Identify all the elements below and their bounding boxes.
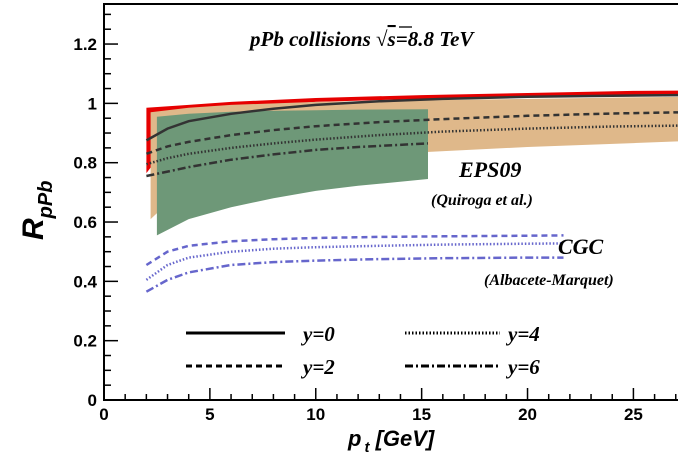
series-line-6 [145, 256, 564, 293]
y-axis: 0 0.2 0.4 0.6 0.8 1 1.2 [73, 13, 118, 410]
x-tick-label: 20 [518, 405, 537, 424]
y-tick-label: 0.2 [73, 332, 97, 351]
y-tick-label: 1.2 [73, 35, 97, 54]
y-tick-label: 0.4 [73, 272, 97, 291]
x-tick-label: 10 [306, 405, 325, 424]
legend-label-y6: y=6 [505, 355, 540, 379]
y-tick-label: 0.8 [73, 154, 97, 173]
legend: y=0 y=2 y=4 y=6 [186, 322, 540, 379]
series-line-2 [146, 124, 678, 166]
y-axis-title: RpPb [17, 181, 57, 240]
series-line-5 [145, 242, 564, 281]
annotation-eps09: EPS09 [458, 157, 521, 182]
legend-label-y0: y=0 [300, 322, 335, 346]
band-2 [156, 109, 428, 236]
annotation-cgc-ref: (Albacete-Marquet) [484, 272, 614, 289]
x-tick-label: 25 [624, 405, 643, 424]
series-line-4 [145, 234, 564, 267]
bands-layer [146, 90, 678, 236]
legend-label-y4: y=4 [505, 322, 540, 346]
x-tick-label: 0 [99, 405, 108, 424]
y-tick-label: 0 [88, 391, 97, 410]
x-tick-label: 5 [205, 405, 214, 424]
y-tick-label: 0.6 [73, 213, 97, 232]
annotation-cgc: CGC [558, 234, 604, 259]
plot-frame [103, 3, 678, 401]
x-axis: 0 5 10 15 20 25 [99, 388, 677, 424]
x-tick-label: 15 [412, 405, 431, 424]
series-line-3 [146, 142, 429, 178]
curves-layer [145, 93, 678, 293]
y-tick-label: 1 [88, 94, 97, 113]
annotation-eps09-ref: (Quiroga et al.) [431, 192, 533, 209]
chart-title: pPb collisions √s=8.8 TeV [248, 27, 475, 51]
series-line-1 [145, 111, 678, 155]
series-line-0 [145, 93, 678, 142]
legend-label-y2: y=2 [300, 355, 335, 379]
